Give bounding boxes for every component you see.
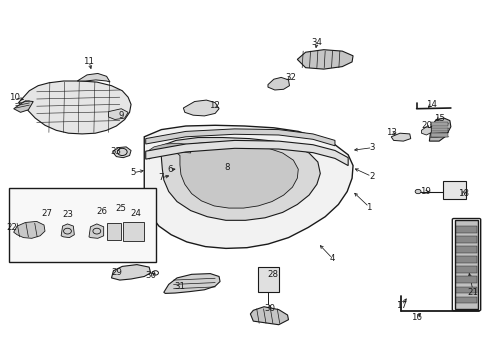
Polygon shape bbox=[455, 226, 476, 233]
Text: 3: 3 bbox=[369, 143, 375, 152]
Polygon shape bbox=[108, 109, 128, 120]
Polygon shape bbox=[183, 100, 219, 116]
Polygon shape bbox=[250, 307, 288, 325]
Polygon shape bbox=[145, 140, 347, 166]
Polygon shape bbox=[267, 77, 289, 90]
Polygon shape bbox=[77, 73, 110, 82]
Circle shape bbox=[414, 189, 420, 194]
Text: 30: 30 bbox=[264, 305, 275, 313]
Text: 7: 7 bbox=[158, 174, 164, 182]
Polygon shape bbox=[454, 220, 477, 309]
Polygon shape bbox=[14, 221, 45, 238]
Text: 16: 16 bbox=[410, 313, 421, 322]
Polygon shape bbox=[161, 138, 320, 220]
Text: 12: 12 bbox=[208, 100, 219, 109]
Polygon shape bbox=[390, 133, 410, 141]
Text: 33: 33 bbox=[111, 148, 122, 156]
Polygon shape bbox=[430, 128, 447, 131]
Polygon shape bbox=[430, 122, 447, 126]
Polygon shape bbox=[455, 256, 476, 263]
Text: 6: 6 bbox=[167, 165, 173, 174]
Polygon shape bbox=[61, 224, 74, 238]
Text: 20: 20 bbox=[420, 121, 431, 130]
Text: 23: 23 bbox=[62, 210, 73, 219]
Text: 4: 4 bbox=[329, 254, 335, 263]
Text: 11: 11 bbox=[83, 57, 94, 66]
Polygon shape bbox=[144, 125, 352, 248]
Bar bbox=[9, 188, 155, 262]
Text: 18: 18 bbox=[457, 189, 468, 198]
Polygon shape bbox=[455, 266, 476, 273]
Polygon shape bbox=[89, 224, 103, 238]
Polygon shape bbox=[172, 143, 298, 208]
Polygon shape bbox=[147, 143, 190, 159]
Text: 29: 29 bbox=[111, 269, 122, 277]
Text: 30: 30 bbox=[145, 271, 156, 280]
Text: 19: 19 bbox=[419, 187, 430, 196]
Polygon shape bbox=[111, 265, 150, 280]
Bar bbox=[442, 181, 465, 199]
Text: 25: 25 bbox=[116, 204, 126, 213]
Polygon shape bbox=[428, 118, 450, 141]
Polygon shape bbox=[19, 81, 131, 134]
Text: 24: 24 bbox=[130, 209, 141, 217]
Polygon shape bbox=[455, 246, 476, 253]
Text: 21: 21 bbox=[467, 288, 478, 297]
Text: 13: 13 bbox=[385, 128, 396, 137]
Polygon shape bbox=[145, 129, 334, 146]
Text: 27: 27 bbox=[41, 209, 52, 217]
Text: 5: 5 bbox=[130, 168, 136, 177]
Polygon shape bbox=[106, 223, 121, 240]
Text: 2: 2 bbox=[368, 172, 374, 181]
Polygon shape bbox=[455, 287, 476, 293]
Polygon shape bbox=[163, 274, 220, 293]
Text: 8: 8 bbox=[224, 163, 230, 172]
Text: 31: 31 bbox=[174, 282, 185, 291]
Polygon shape bbox=[455, 236, 476, 243]
Text: 32: 32 bbox=[285, 73, 296, 82]
Polygon shape bbox=[421, 127, 430, 135]
Polygon shape bbox=[123, 222, 144, 241]
Polygon shape bbox=[455, 276, 476, 283]
Polygon shape bbox=[297, 50, 352, 69]
Text: 1: 1 bbox=[366, 202, 371, 211]
Bar bbox=[258, 267, 278, 292]
Text: 34: 34 bbox=[311, 38, 322, 47]
Text: 15: 15 bbox=[433, 113, 444, 122]
Text: 9: 9 bbox=[119, 111, 123, 120]
Text: 10: 10 bbox=[9, 94, 20, 102]
Text: 17: 17 bbox=[396, 301, 407, 310]
Polygon shape bbox=[112, 147, 131, 158]
Polygon shape bbox=[14, 101, 33, 112]
Text: 26: 26 bbox=[96, 207, 107, 216]
Text: 22: 22 bbox=[7, 223, 18, 232]
Text: 14: 14 bbox=[425, 100, 436, 109]
Polygon shape bbox=[430, 133, 447, 137]
Polygon shape bbox=[455, 297, 476, 303]
Text: 28: 28 bbox=[267, 270, 278, 279]
